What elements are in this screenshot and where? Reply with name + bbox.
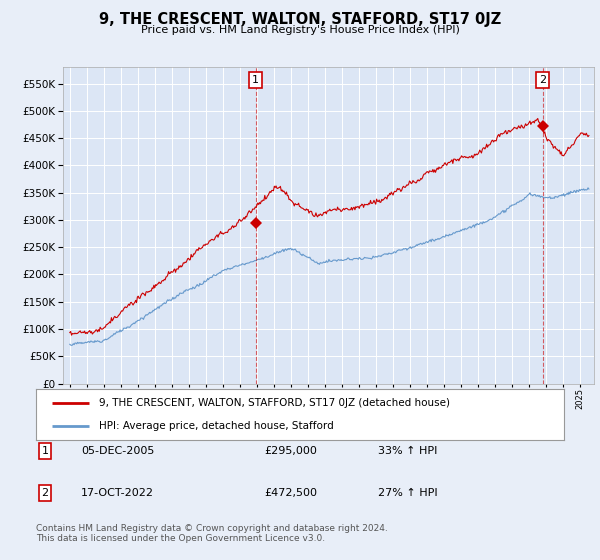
Text: 2: 2 [41, 488, 49, 498]
Text: Contains HM Land Registry data © Crown copyright and database right 2024.
This d: Contains HM Land Registry data © Crown c… [36, 524, 388, 543]
Text: 33% ↑ HPI: 33% ↑ HPI [378, 446, 437, 456]
Text: 2: 2 [539, 75, 547, 85]
Text: £472,500: £472,500 [264, 488, 317, 498]
Text: 27% ↑ HPI: 27% ↑ HPI [378, 488, 437, 498]
Text: 05-DEC-2005: 05-DEC-2005 [81, 446, 154, 456]
Text: £295,000: £295,000 [264, 446, 317, 456]
Text: 1: 1 [252, 75, 259, 85]
Text: 9, THE CRESCENT, WALTON, STAFFORD, ST17 0JZ (detached house): 9, THE CRESCENT, WALTON, STAFFORD, ST17 … [100, 398, 451, 408]
Text: 17-OCT-2022: 17-OCT-2022 [81, 488, 154, 498]
Text: HPI: Average price, detached house, Stafford: HPI: Average price, detached house, Staf… [100, 422, 334, 432]
Text: Price paid vs. HM Land Registry's House Price Index (HPI): Price paid vs. HM Land Registry's House … [140, 25, 460, 35]
Text: 9, THE CRESCENT, WALTON, STAFFORD, ST17 0JZ: 9, THE CRESCENT, WALTON, STAFFORD, ST17 … [99, 12, 501, 27]
Text: 1: 1 [41, 446, 49, 456]
